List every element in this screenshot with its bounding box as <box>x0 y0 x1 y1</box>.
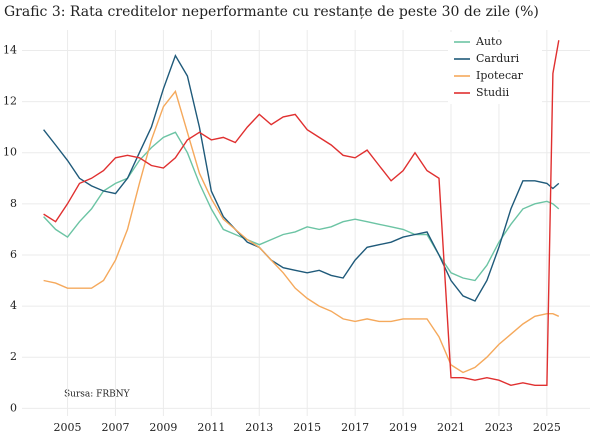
y-tick-label: 12 <box>3 95 17 108</box>
x-tick-label: 2007 <box>101 421 129 434</box>
y-tick-label: 10 <box>3 146 17 159</box>
x-tick-label: 2025 <box>533 421 561 434</box>
y-tick-label: 2 <box>10 350 17 363</box>
x-tick-label: 2019 <box>389 421 417 434</box>
y-tick-label: 6 <box>10 248 17 261</box>
x-tick-label: 2023 <box>485 421 513 434</box>
series-line <box>43 89 560 374</box>
legend-label: Auto <box>475 35 502 48</box>
x-tick-label: 2009 <box>149 421 177 434</box>
y-tick-label: 14 <box>3 43 17 56</box>
legend-label: Ipotecar <box>476 69 524 82</box>
legend-box <box>448 32 542 104</box>
legend-label: Studii <box>476 86 510 99</box>
x-tick-label: 2015 <box>293 421 321 434</box>
y-tick-label: 8 <box>10 197 17 210</box>
x-tick-label: 2021 <box>437 421 465 434</box>
y-tick-label: 0 <box>10 401 17 414</box>
x-tick-label: 2011 <box>197 421 225 434</box>
x-tick-label: 2005 <box>54 421 82 434</box>
series-line <box>43 131 560 282</box>
x-tick-label: 2017 <box>341 421 369 434</box>
legend-label: Carduri <box>476 52 520 65</box>
series-line <box>43 53 560 302</box>
y-tick-label: 4 <box>10 299 17 312</box>
x-tick-label: 2013 <box>245 421 273 434</box>
series-line <box>43 40 560 387</box>
source-note: Sursa: FRBNY <box>64 390 131 400</box>
chart-title: Grafic 3: Rata creditelor neperformante … <box>4 4 539 20</box>
